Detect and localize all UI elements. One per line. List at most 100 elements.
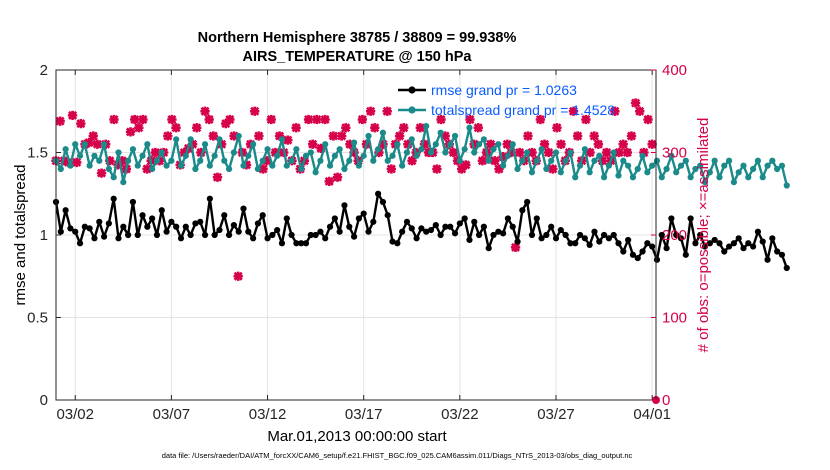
chart-title: Northern Hemisphere 38785 / 38809 = 99.9… <box>198 30 517 46</box>
obs-count-marker <box>134 123 144 133</box>
rmse-point <box>384 212 391 219</box>
rmse-point <box>149 215 156 222</box>
rmse-point <box>86 225 93 232</box>
rmse-point <box>552 235 560 242</box>
totalspread-point <box>514 165 521 173</box>
totalspread-point <box>451 132 459 140</box>
rmse-point <box>317 228 324 235</box>
totalspread-point <box>206 162 213 169</box>
rmse-point <box>211 231 218 239</box>
rmse-point <box>240 205 247 212</box>
rmse-point <box>509 223 516 230</box>
rmse-point <box>721 248 728 255</box>
rmse-point <box>442 223 449 230</box>
obs-count-marker <box>192 123 202 133</box>
obs-count-marker <box>250 106 260 116</box>
totalspread-point <box>177 162 185 169</box>
totalspread-point <box>173 136 180 143</box>
rmse-point <box>629 251 637 258</box>
rmse-point <box>250 235 257 242</box>
rmse-point <box>307 231 314 239</box>
obs-count-marker <box>163 131 173 141</box>
y-tick-label: 0.5 <box>27 310 48 327</box>
rmse-point <box>264 235 271 242</box>
obs-count-marker <box>643 114 653 125</box>
obs-count-marker <box>349 147 359 158</box>
obs-count-marker <box>125 127 136 137</box>
totalspread-point <box>735 169 742 176</box>
totalspread-point <box>745 174 752 181</box>
rmse-point <box>144 223 151 230</box>
obs-count-marker <box>622 147 632 158</box>
obs-count-marker <box>370 123 380 133</box>
rmse-point <box>423 228 430 235</box>
totalspread-point <box>447 141 454 148</box>
rmse-point <box>125 231 132 239</box>
totalspread-point <box>274 152 281 159</box>
rmse-point <box>774 248 781 255</box>
obs-count-marker <box>490 156 500 166</box>
rmse-point <box>177 235 185 242</box>
x-tick-label: 03/07 <box>153 406 191 423</box>
rmse-point <box>750 243 757 250</box>
x-tick-label: 03/27 <box>537 406 575 423</box>
rmse-point <box>596 238 603 245</box>
totalspread-point <box>153 157 161 164</box>
totalspread-point <box>326 162 334 169</box>
rmse-point <box>62 207 69 214</box>
rmse-point <box>350 233 358 240</box>
totalspread-point <box>375 146 382 153</box>
obs-count-marker <box>336 131 347 141</box>
rmse-point <box>471 218 478 225</box>
rmse-point <box>557 226 564 234</box>
obs-count-marker <box>266 114 276 125</box>
obs-count-marker <box>382 106 392 116</box>
rmse-point <box>548 223 555 230</box>
rmse-point <box>519 207 526 214</box>
totalspread-point <box>105 165 112 173</box>
totalspread-point <box>509 141 516 148</box>
rmse-point <box>576 231 584 239</box>
rmse-point <box>235 228 242 235</box>
totalspread-point <box>134 162 141 169</box>
rmse-point <box>57 228 64 235</box>
legend-label-rmse: rmse grand pr = 1.0263 <box>431 82 577 98</box>
totalspread-point <box>639 152 646 159</box>
rmse-point <box>331 215 338 222</box>
obs-count-marker <box>88 131 98 141</box>
totalspread-point <box>283 162 290 169</box>
totalspread-point <box>778 162 786 169</box>
obs-count-marker <box>142 164 152 174</box>
totalspread-point <box>750 165 757 173</box>
obs-count-marker <box>535 114 546 125</box>
totalspread-point <box>533 157 540 164</box>
obs-count-marker <box>254 131 264 141</box>
totalspread-point <box>129 146 137 153</box>
rmse-point <box>562 231 569 239</box>
totalspread-point <box>115 149 122 156</box>
obs-count-marker <box>523 131 533 141</box>
totalspread-point <box>610 149 617 156</box>
rmse-point <box>701 243 709 250</box>
obs-count-marker <box>167 114 177 125</box>
y-tick-label: 2 <box>40 62 48 79</box>
obs-count-marker <box>465 114 475 125</box>
rmse-point <box>81 223 88 230</box>
rmse-point <box>302 240 310 247</box>
totalspread-point <box>644 169 651 176</box>
totalspread-point <box>528 169 536 176</box>
totalspread-point <box>495 141 502 148</box>
rmse-point <box>514 238 521 245</box>
rmse-point <box>605 235 612 242</box>
totalspread-point <box>240 162 247 169</box>
obs-count-marker <box>328 131 339 141</box>
totalspread-point <box>360 152 367 159</box>
obs-count-marker <box>543 147 554 158</box>
rmse-point <box>725 243 733 250</box>
rmse-point <box>572 240 579 247</box>
totalspread-point <box>307 149 314 156</box>
totalspread-point <box>67 162 74 169</box>
totalspread-point <box>629 174 637 181</box>
rmse-point <box>370 218 377 225</box>
rmse-point <box>72 228 79 235</box>
